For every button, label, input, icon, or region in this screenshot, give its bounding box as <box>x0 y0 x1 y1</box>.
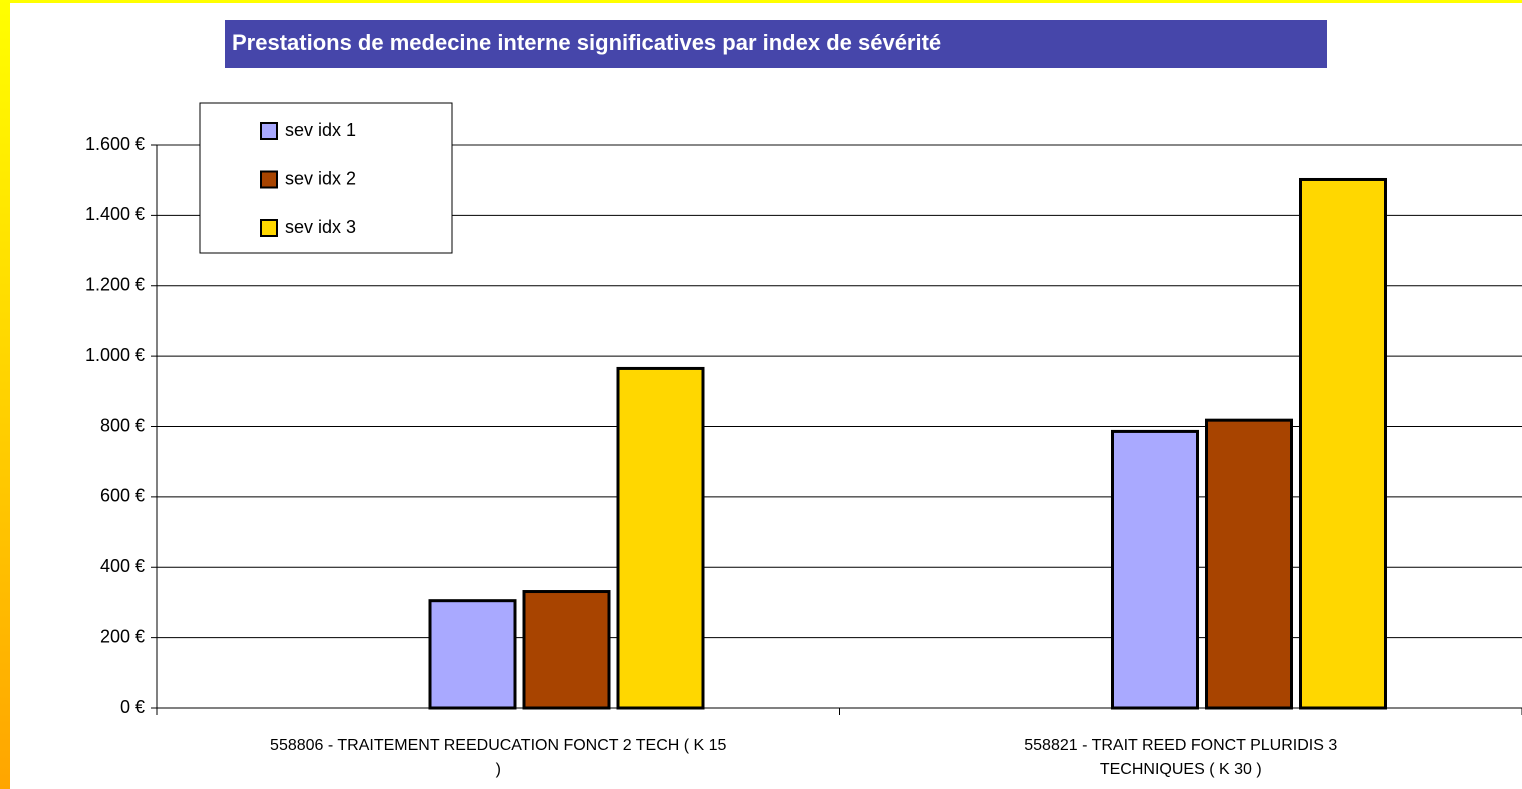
x-tick-label: 558806 - TRAITEMENT REEDUCATION FONCT 2 … <box>270 737 727 778</box>
title-box <box>225 20 1327 68</box>
legend-label: sev idx 1 <box>285 120 356 140</box>
bar <box>1299 177 1387 710</box>
legend-label: sev idx 3 <box>285 217 356 237</box>
chart-title: Prestations de medecine interne signific… <box>232 30 941 55</box>
legend-swatch <box>260 122 278 140</box>
bar <box>1205 418 1293 710</box>
x-tick-label: 558821 - TRAIT REED FONCT PLURIDIS 3 TEC… <box>1024 737 1338 778</box>
y-tick-label: 0 € <box>120 697 145 717</box>
y-tick-label: 800 € <box>100 415 145 435</box>
legend-swatch <box>260 170 278 189</box>
y-tick-label: 1.600 € <box>85 134 145 154</box>
y-tick-label: 1.200 € <box>85 275 145 295</box>
y-tick-label: 400 € <box>100 556 145 576</box>
bar <box>1111 429 1199 710</box>
legend-swatch <box>260 219 278 237</box>
y-tick-label: 200 € <box>100 626 145 646</box>
bar <box>522 590 611 710</box>
bar <box>428 599 517 710</box>
legend <box>199 102 453 254</box>
y-tick-label: 600 € <box>100 486 145 506</box>
y-tick-label: 1.400 € <box>85 204 145 224</box>
legend-label: sev idx 2 <box>285 168 356 188</box>
bar <box>616 366 705 710</box>
y-tick-label: 1.000 € <box>85 345 145 365</box>
